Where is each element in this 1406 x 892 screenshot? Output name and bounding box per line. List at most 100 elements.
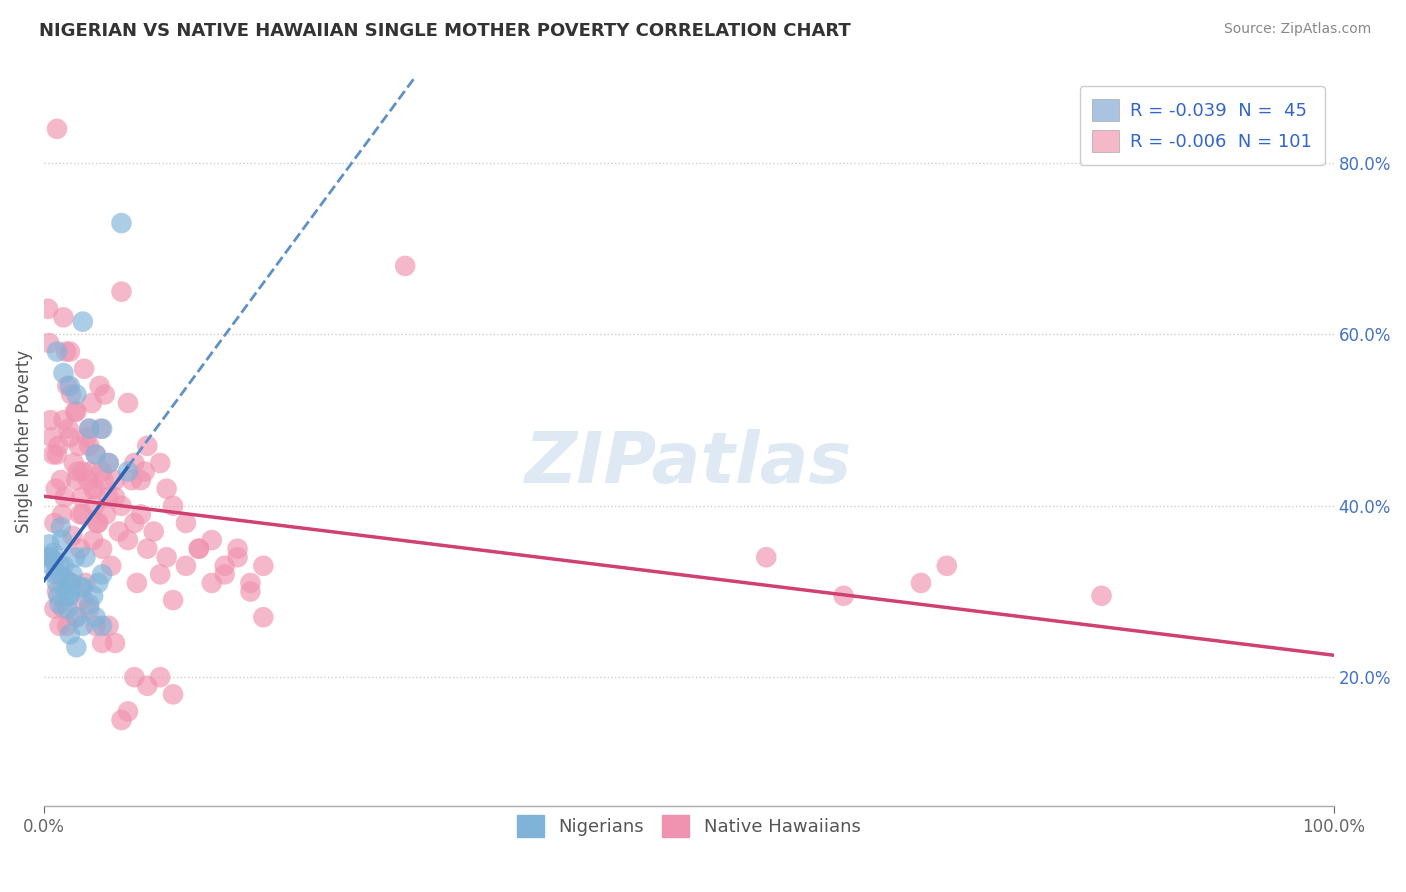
Point: [48, 598, 70, 612]
Point: [63, 550, 86, 565]
Point: [89, 379, 111, 393]
Point: [72, 508, 94, 522]
Point: [45, 567, 67, 582]
Point: [65, 610, 87, 624]
Point: [55, 344, 77, 359]
Point: [56, 379, 79, 393]
Point: [134, 465, 156, 479]
Point: [117, 705, 139, 719]
Point: [75, 550, 97, 565]
Point: [97, 456, 120, 470]
Point: [39, 550, 62, 565]
Point: [41, 430, 63, 444]
Point: [87, 576, 110, 591]
Point: [58, 589, 80, 603]
Point: [97, 456, 120, 470]
Point: [46, 576, 69, 591]
Point: [49, 473, 72, 487]
Point: [56, 601, 79, 615]
Point: [110, 713, 132, 727]
Point: [104, 490, 127, 504]
Point: [52, 558, 75, 573]
Point: [129, 473, 152, 487]
Point: [93, 473, 115, 487]
Point: [174, 558, 197, 573]
Point: [38, 336, 60, 351]
Point: [87, 516, 110, 530]
Point: [55, 584, 77, 599]
Point: [44, 601, 66, 615]
Point: [59, 379, 82, 393]
Point: [65, 404, 87, 418]
Point: [84, 619, 107, 633]
Point: [70, 490, 93, 504]
Point: [187, 541, 209, 556]
Point: [162, 687, 184, 701]
Point: [174, 516, 197, 530]
Point: [73, 361, 96, 376]
Point: [394, 259, 416, 273]
Point: [124, 670, 146, 684]
Point: [84, 447, 107, 461]
Point: [45, 482, 67, 496]
Point: [46, 589, 69, 603]
Point: [226, 550, 249, 565]
Point: [142, 524, 165, 539]
Point: [59, 344, 82, 359]
Text: Source: ZipAtlas.com: Source: ZipAtlas.com: [1223, 22, 1371, 37]
Point: [110, 499, 132, 513]
Point: [63, 404, 86, 418]
Point: [214, 558, 236, 573]
Point: [58, 422, 80, 436]
Point: [82, 482, 104, 496]
Point: [124, 456, 146, 470]
Point: [93, 387, 115, 401]
Point: [156, 550, 179, 565]
Point: [149, 567, 172, 582]
Point: [62, 529, 84, 543]
Point: [76, 430, 98, 444]
Point: [117, 396, 139, 410]
Point: [97, 619, 120, 633]
Point: [91, 619, 114, 633]
Point: [38, 537, 60, 551]
Point: [252, 558, 274, 573]
Point: [79, 465, 101, 479]
Point: [53, 572, 76, 586]
Point: [77, 601, 100, 615]
Point: [56, 619, 79, 633]
Point: [90, 422, 112, 436]
Point: [52, 310, 75, 325]
Point: [201, 533, 224, 547]
Point: [77, 598, 100, 612]
Point: [136, 541, 159, 556]
Point: [77, 439, 100, 453]
Point: [75, 576, 97, 591]
Point: [104, 473, 127, 487]
Point: [252, 610, 274, 624]
Point: [239, 584, 262, 599]
Point: [84, 610, 107, 624]
Point: [44, 555, 66, 569]
Point: [108, 524, 131, 539]
Point: [156, 482, 179, 496]
Point: [121, 473, 143, 487]
Point: [59, 589, 82, 603]
Point: [91, 465, 114, 479]
Point: [46, 584, 69, 599]
Point: [44, 516, 66, 530]
Point: [129, 508, 152, 522]
Point: [117, 465, 139, 479]
Point: [832, 589, 855, 603]
Point: [65, 610, 87, 624]
Point: [125, 576, 148, 591]
Point: [51, 533, 73, 547]
Point: [117, 533, 139, 547]
Point: [72, 619, 94, 633]
Point: [77, 473, 100, 487]
Point: [82, 589, 104, 603]
Point: [162, 593, 184, 607]
Point: [83, 499, 105, 513]
Point: [48, 619, 70, 633]
Point: [46, 439, 69, 453]
